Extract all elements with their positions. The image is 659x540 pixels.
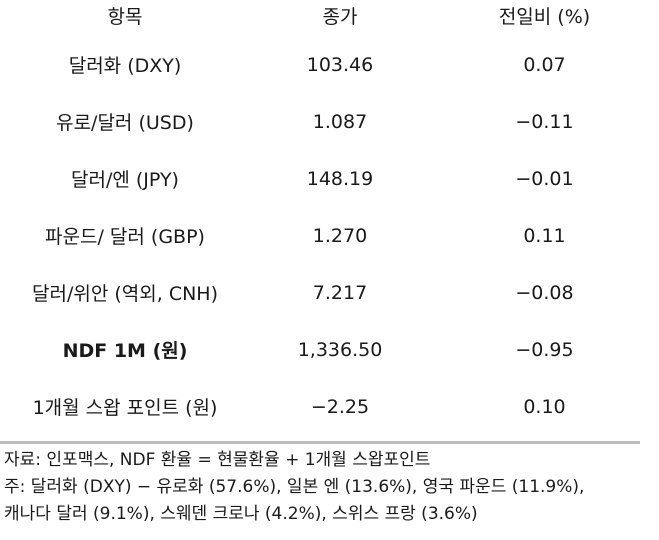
header-change: 전일비 (%) (498, 6, 591, 28)
row-close: −2.25 (310, 395, 370, 418)
row-change: −0.08 (515, 281, 574, 304)
row-change: −0.01 (515, 167, 574, 190)
fx-table: 항목 종가 전일비 (%) 달러화 (DXY) 103.46 0.07 유로/달… (0, 0, 659, 435)
table-row: 1개월 스왑 포인트 (원) −2.25 0.10 (0, 378, 659, 435)
row-change: −0.11 (515, 110, 574, 133)
header-close: 종가 (322, 6, 358, 28)
row-item: NDF 1M (원) (62, 340, 188, 362)
row-item: 달러화 (DXY) (68, 55, 182, 77)
footnote-line-1: 주: 달러화 (DXY) − 유로화 (57.6%), 일본 엔 (13.6%)… (4, 477, 585, 497)
row-item: 1개월 스왑 포인트 (원) (32, 397, 218, 419)
row-close: 1.087 (312, 110, 368, 133)
table-row: 달러/엔 (JPY) 148.19 −0.01 (0, 150, 659, 207)
row-change: 0.10 (523, 395, 566, 418)
source-note: 자료: 인포맥스, NDF 환율 = 현물환율 + 1개월 스왑포인트 (4, 450, 431, 470)
row-close: 1.270 (312, 224, 368, 247)
table-header: 항목 종가 전일비 (%) (0, 0, 659, 36)
row-change: 0.11 (523, 224, 566, 247)
table-row: 유로/달러 (USD) 1.087 −0.11 (0, 93, 659, 150)
table-row: 파운드/ 달러 (GBP) 1.270 0.11 (0, 207, 659, 264)
table-row: 달러화 (DXY) 103.46 0.07 (0, 36, 659, 93)
row-change: −0.95 (515, 338, 574, 361)
header-item: 항목 (107, 6, 143, 28)
row-close: 148.19 (306, 167, 374, 190)
row-change: 0.07 (523, 53, 566, 76)
table-row-highlight: NDF 1M (원) 1,336.50 −0.95 (0, 321, 659, 378)
row-close: 7.217 (312, 281, 368, 304)
row-item: 달러/위안 (역외, CNH) (32, 283, 218, 305)
table-divider (0, 441, 640, 444)
table-notes: 자료: 인포맥스, NDF 환율 = 현물환율 + 1개월 스왑포인트 주: 달… (4, 447, 659, 528)
row-item: 유로/달러 (USD) (56, 112, 194, 134)
row-close: 1,336.50 (297, 338, 383, 361)
row-item: 달러/엔 (JPY) (71, 169, 179, 191)
footnote-line-2: 캐나다 달러 (9.1%), 스웨덴 크로나 (4.2%), 스위스 프랑 (3… (4, 504, 478, 524)
row-close: 103.46 (306, 53, 374, 76)
table-row: 달러/위안 (역외, CNH) 7.217 −0.08 (0, 264, 659, 321)
row-item: 파운드/ 달러 (GBP) (45, 226, 205, 248)
